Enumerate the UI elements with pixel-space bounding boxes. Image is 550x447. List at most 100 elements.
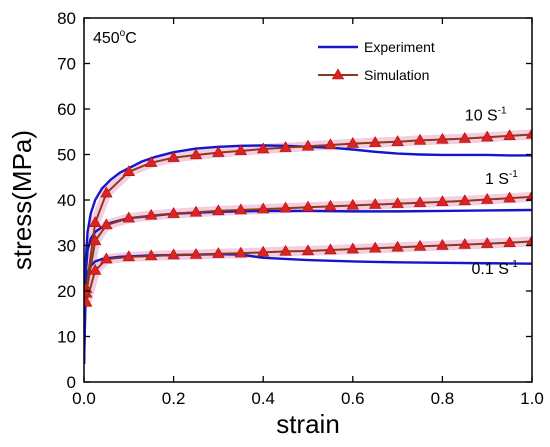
x-tick-label: 0.6 xyxy=(341,389,365,408)
simulation-point xyxy=(391,135,404,146)
simulation-point xyxy=(279,141,292,152)
simulation-point xyxy=(256,142,270,154)
simulation-point xyxy=(88,263,102,275)
simulation-line xyxy=(85,240,532,303)
experiment-line xyxy=(84,252,532,364)
simulation-point xyxy=(368,136,382,147)
simulation-point xyxy=(234,246,248,258)
simulation-point xyxy=(122,211,136,223)
simulation-point xyxy=(525,190,532,202)
simulation-point xyxy=(279,244,292,256)
simulation-point xyxy=(413,133,427,145)
simulation-point xyxy=(144,156,158,167)
simulation-point xyxy=(100,252,113,264)
simulation-point xyxy=(84,295,93,307)
curve-annotation: 450oC xyxy=(93,28,137,47)
simulation-point xyxy=(189,205,203,217)
simulation-point xyxy=(256,202,270,214)
x-tick-label: 1.0 xyxy=(520,389,544,408)
y-tick-label: 10 xyxy=(57,328,76,347)
simulation-point xyxy=(167,248,180,260)
simulation-point xyxy=(88,216,102,227)
simulation-point xyxy=(525,234,532,246)
curve-annotation: 0.1 S-1 xyxy=(472,259,519,278)
simulation-point xyxy=(189,247,203,259)
simulation-point xyxy=(212,247,225,258)
simulation-point xyxy=(234,144,248,156)
simulation-point xyxy=(480,192,494,204)
simulation-point xyxy=(503,129,516,141)
simulation-point xyxy=(122,250,136,262)
curve-annotation: 1 S-1 xyxy=(485,169,518,188)
axes: 0.0 0.2 0.4 0.6 0.8 1.0 0 10 20 30 40 50 60 70 80 xyxy=(57,9,544,408)
simulation-point xyxy=(212,204,225,216)
simulation-point xyxy=(100,186,113,198)
annotations: 450oC 10 S-1 1 S-1 0.1 S-1 xyxy=(93,28,518,278)
x-tick-label: 0.2 xyxy=(162,389,186,408)
simulation-point xyxy=(346,242,360,254)
simulation-point xyxy=(480,237,494,248)
simulation-line xyxy=(85,133,532,289)
experiment-line xyxy=(84,208,532,364)
simulation-point xyxy=(100,218,113,230)
simulation-point xyxy=(144,249,158,261)
simulation-point xyxy=(301,139,315,151)
simulation-point xyxy=(279,201,292,213)
simulation-point xyxy=(436,195,449,207)
simulation-point xyxy=(368,241,382,253)
simulation-point xyxy=(122,165,136,176)
simulation-point xyxy=(324,243,337,255)
simulation-point xyxy=(346,136,360,148)
y-tick-label: 0 xyxy=(67,373,76,392)
y-tick-label: 40 xyxy=(57,191,76,210)
simulation-line xyxy=(85,195,532,294)
simulation-point xyxy=(167,151,180,162)
y-axis-label: stress(MPa) xyxy=(7,130,37,270)
simulation-point xyxy=(346,198,360,210)
simulation-point xyxy=(167,207,180,218)
simulation-point xyxy=(503,191,516,203)
legend-simulation-label: Simulation xyxy=(364,67,429,83)
simulation-point xyxy=(301,200,315,212)
legend-simulation-marker xyxy=(331,68,345,80)
simulation-point xyxy=(525,127,532,139)
x-axis-label: strain xyxy=(276,409,340,439)
legend: Experiment Simulation xyxy=(318,39,435,83)
simulation-point xyxy=(480,130,494,142)
simulation-point xyxy=(324,199,337,211)
simulation-point xyxy=(391,197,404,208)
y-tick-label: 80 xyxy=(57,9,76,28)
simulation-point xyxy=(301,244,315,256)
y-tick-label: 30 xyxy=(57,237,76,256)
simulation-point xyxy=(234,203,248,215)
simulation-point xyxy=(458,237,472,249)
simulation-point xyxy=(256,245,270,257)
simulation-point xyxy=(212,146,225,157)
simulation-point xyxy=(458,131,472,143)
simulation-point xyxy=(368,197,382,209)
x-tick-label: 0.8 xyxy=(431,389,455,408)
simulation-point xyxy=(391,240,404,252)
simulation-point xyxy=(88,234,102,246)
x-tick-label: 0.4 xyxy=(251,389,275,408)
y-tick-label: 60 xyxy=(57,100,76,119)
curve-annotation: 10 S-1 xyxy=(465,105,507,124)
plot-area xyxy=(84,127,532,364)
simulation-point xyxy=(503,236,516,247)
simulation-point xyxy=(458,194,472,206)
y-tick-label: 70 xyxy=(57,55,76,74)
simulation-point xyxy=(324,138,337,150)
y-tick-label: 20 xyxy=(57,282,76,301)
simulation-point xyxy=(413,196,427,207)
legend-experiment-label: Experiment xyxy=(364,39,435,55)
experiment-line xyxy=(84,144,532,364)
y-tick-label: 50 xyxy=(57,146,76,165)
simulation-point xyxy=(413,239,427,251)
simulation-point xyxy=(436,132,449,144)
x-tick-label: 0.0 xyxy=(72,389,96,408)
simulation-point xyxy=(436,238,449,250)
simulation-point xyxy=(144,208,158,220)
simulation-point xyxy=(189,148,203,160)
plot-clip-group xyxy=(84,127,532,364)
